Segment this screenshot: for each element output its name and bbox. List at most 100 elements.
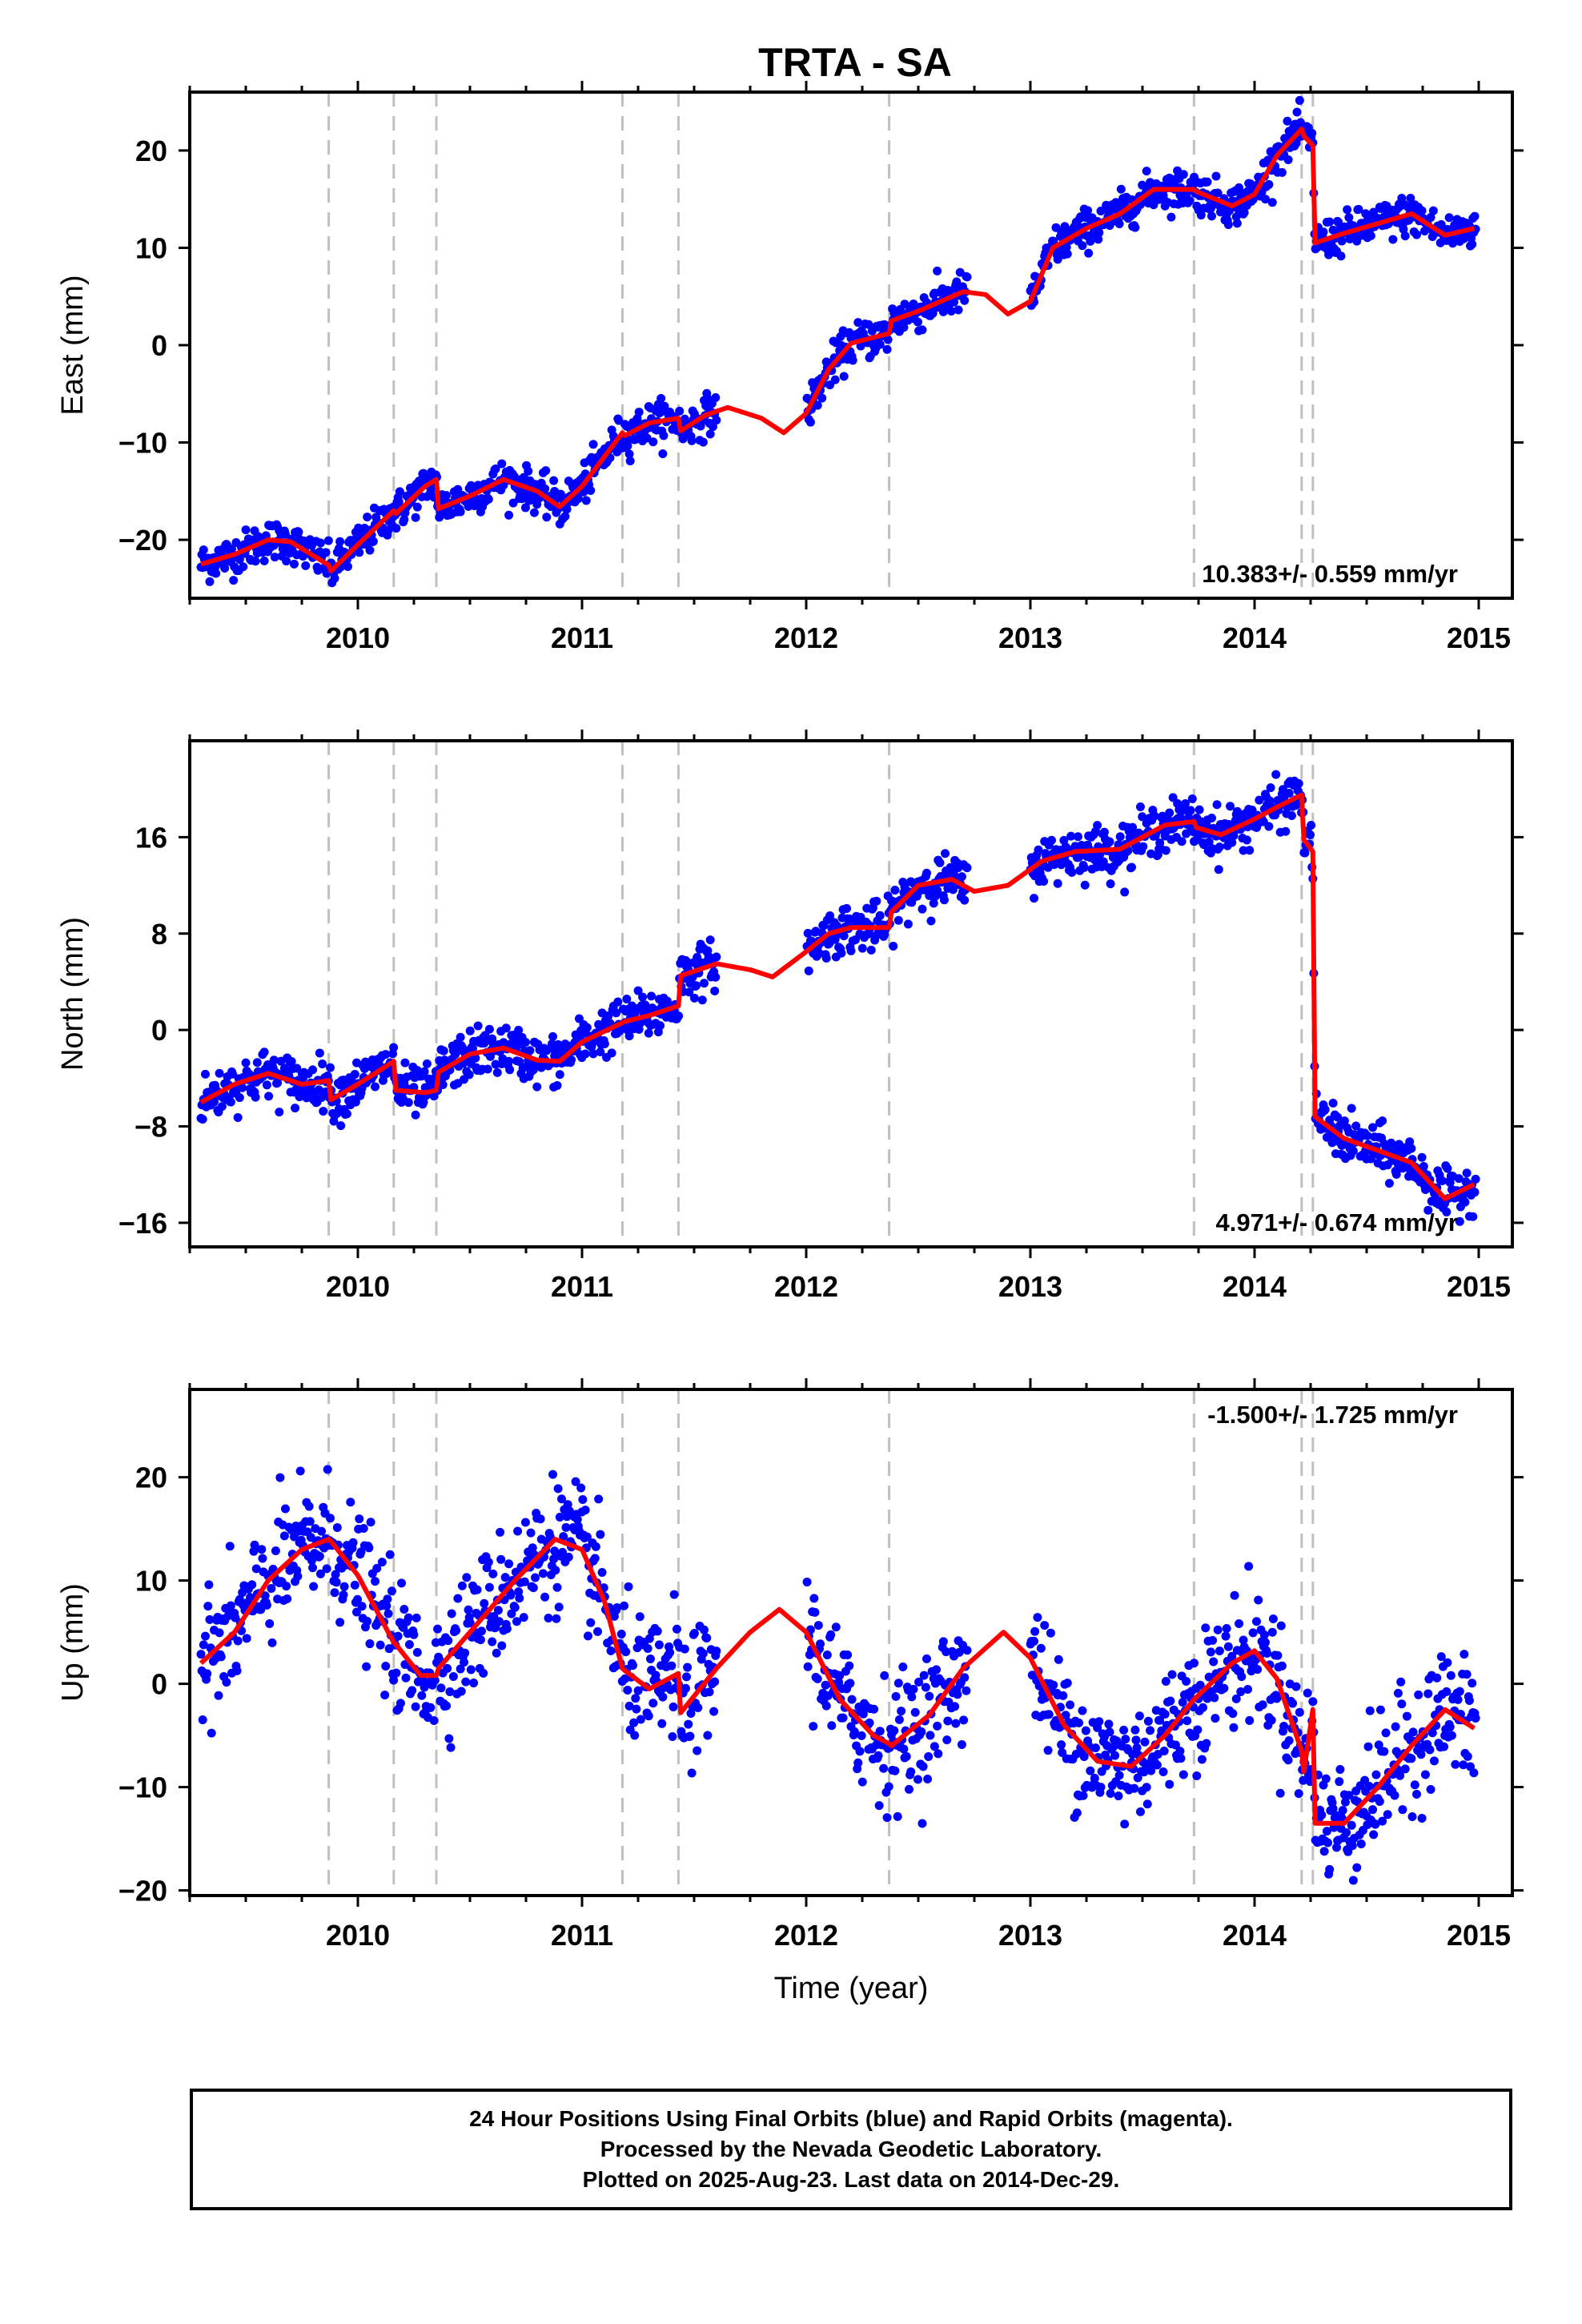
data-point [930,1742,939,1751]
data-point [366,1518,375,1527]
data-point [304,1502,314,1511]
y-tick-label: 8 [151,918,167,951]
data-point [1178,1770,1188,1779]
data-point [847,1695,857,1704]
data-point [839,372,849,381]
data-point [283,1594,292,1603]
data-point [315,1569,325,1578]
data-point [1229,1723,1239,1732]
data-point [457,1581,467,1590]
data-point [658,1692,668,1702]
data-point [393,1631,403,1641]
data-point [1211,1714,1220,1723]
data-point [643,1644,652,1654]
data-point [1211,171,1221,181]
data-point [1223,219,1233,229]
data-point [1277,1661,1287,1671]
data-point [233,1636,243,1646]
data-point [488,1637,497,1647]
data-point [1328,1803,1338,1813]
data-point [1279,1721,1289,1731]
data-point [889,1726,899,1735]
data-point [1307,821,1316,830]
data-point [1120,1819,1130,1829]
data-point [890,1766,900,1775]
x-tick-label: 2015 [1447,1919,1511,1952]
data-point [960,296,970,305]
data-point [1187,794,1197,803]
data-point [933,266,942,275]
data-point [1212,800,1222,810]
data-point [1294,778,1303,788]
data-point [1130,223,1140,232]
data-point [228,1069,238,1079]
data-point [648,437,658,447]
data-point [335,1618,345,1627]
data-point [1400,231,1410,241]
data-point [355,548,364,557]
data-point [950,1702,960,1711]
data-point [484,494,493,504]
data-point [874,1801,884,1811]
data-point [460,1658,469,1667]
data-point [1464,1695,1474,1705]
data-point [461,1677,471,1687]
data-point [542,513,552,522]
y-tick-label: 0 [151,1668,167,1701]
chart-title: TRTA - SA [758,40,952,85]
data-point [251,557,260,566]
data-point [853,318,863,328]
data-point [1368,1805,1378,1815]
data-point [1135,802,1145,811]
data-point [308,1563,318,1573]
data-point [554,1602,564,1612]
data-point [1110,1751,1120,1760]
data-point [1411,230,1421,239]
data-point [483,1064,492,1074]
panel-frame [188,1388,1514,1897]
data-point [1226,802,1235,811]
data-point [580,1506,590,1515]
data-point [1099,827,1109,837]
data-point [909,299,918,308]
data-point [1268,1614,1278,1624]
data-point [1176,1754,1186,1763]
data-point [705,429,715,439]
data-point [1215,1647,1224,1656]
data-point [634,408,644,417]
data-point [826,1630,836,1639]
data-point [698,437,708,447]
data-point [692,981,701,991]
data-point [513,1526,523,1536]
data-point [1363,1131,1372,1140]
data-point [1079,1751,1089,1761]
data-point [1319,1847,1329,1856]
data-point [1073,832,1082,842]
data-point [383,1594,392,1604]
x-tick-label: 2010 [326,1270,390,1303]
data-point [1178,1698,1187,1707]
data-point [317,1526,327,1536]
data-point [1295,95,1304,105]
model-curve [199,792,1476,1201]
data-point [903,919,913,929]
data-point [1230,1590,1239,1600]
data-point [693,1746,702,1755]
data-point [1078,241,1087,251]
data-point [321,548,331,557]
data-point [578,1494,588,1504]
data-point [672,1624,681,1634]
data-point [332,1522,342,1532]
data-point [869,1704,879,1714]
data-point [265,1618,275,1628]
data-point [948,885,958,895]
data-point [389,1043,399,1052]
data-point [1275,1788,1285,1798]
data-point [233,1112,243,1122]
data-point [633,986,643,995]
data-point [1469,1768,1479,1778]
data-point [1347,1841,1357,1851]
data-point [355,1514,364,1524]
data-point [1375,1797,1384,1807]
